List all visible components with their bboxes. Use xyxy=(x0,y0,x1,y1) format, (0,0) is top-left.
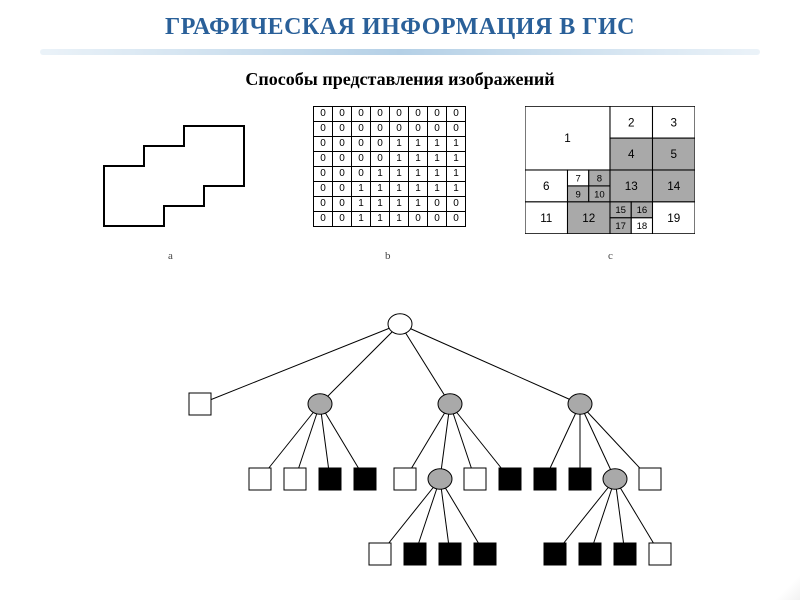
grid-cell: 0 xyxy=(390,107,409,122)
grid-cell: 0 xyxy=(314,167,333,182)
svg-text:5: 5 xyxy=(671,148,678,161)
svg-text:18: 18 xyxy=(637,221,648,232)
svg-text:13: 13 xyxy=(625,180,638,193)
grid-cell: 0 xyxy=(314,107,333,122)
svg-text:10: 10 xyxy=(594,189,605,200)
corner-shadow xyxy=(760,574,800,600)
grid-cell: 1 xyxy=(409,137,428,152)
figure-b-grid: 0000000000000000000011110000111100011111… xyxy=(313,106,466,227)
grid-cell: 0 xyxy=(333,182,352,197)
grid-cell: 0 xyxy=(371,107,390,122)
grid-cell: 1 xyxy=(371,197,390,212)
grid-cell: 1 xyxy=(447,167,466,182)
grid-cell: 0 xyxy=(333,212,352,227)
svg-text:15: 15 xyxy=(615,205,626,216)
grid-cell: 1 xyxy=(428,182,447,197)
grid-cell: 0 xyxy=(371,137,390,152)
grid-cell: 1 xyxy=(390,182,409,197)
grid-cell: 1 xyxy=(390,212,409,227)
grid-cell: 0 xyxy=(447,122,466,137)
grid-cell: 0 xyxy=(428,197,447,212)
grid-cell: 0 xyxy=(428,212,447,227)
grid-cell: 0 xyxy=(352,107,371,122)
grid-cell: 1 xyxy=(409,182,428,197)
grid-cell: 1 xyxy=(352,197,371,212)
grid-cell: 1 xyxy=(409,152,428,167)
grid-cell: 0 xyxy=(314,152,333,167)
grid-cell: 0 xyxy=(390,122,409,137)
grid-cell: 0 xyxy=(447,212,466,227)
svg-text:6: 6 xyxy=(543,180,550,193)
title-rule xyxy=(40,49,760,55)
grid-cell: 1 xyxy=(447,152,466,167)
grid-cell: 1 xyxy=(371,167,390,182)
grid-cell: 0 xyxy=(447,197,466,212)
grid-cell: 0 xyxy=(333,152,352,167)
grid-cell: 0 xyxy=(333,167,352,182)
grid-cell: 0 xyxy=(314,197,333,212)
grid-cell: 1 xyxy=(390,167,409,182)
grid-cell: 0 xyxy=(314,182,333,197)
grid-cell: 1 xyxy=(390,137,409,152)
svg-text:14: 14 xyxy=(667,180,680,193)
grid-cell: 1 xyxy=(371,212,390,227)
grid-cell: 1 xyxy=(447,182,466,197)
grid-cell: 0 xyxy=(314,122,333,137)
svg-text:3: 3 xyxy=(671,116,678,129)
figure-a-svg xyxy=(100,122,250,232)
caption-a: a xyxy=(168,250,173,262)
grid-cell: 0 xyxy=(447,107,466,122)
grid-cell: 0 xyxy=(352,167,371,182)
grid-cell: 1 xyxy=(352,182,371,197)
grid-cell: 1 xyxy=(428,137,447,152)
grid-cell: 0 xyxy=(371,122,390,137)
grid-cell: 0 xyxy=(314,212,333,227)
grid-cell: 0 xyxy=(314,137,333,152)
grid-cell: 0 xyxy=(352,137,371,152)
grid-cell: 1 xyxy=(447,137,466,152)
svg-text:7: 7 xyxy=(575,173,580,184)
grid-cell: 0 xyxy=(352,122,371,137)
grid-cell: 0 xyxy=(428,122,447,137)
svg-text:1: 1 xyxy=(564,132,571,145)
grid-cell: 0 xyxy=(409,122,428,137)
svg-text:8: 8 xyxy=(597,173,602,184)
figures-row: a 00000000000000000000111100001111000111… xyxy=(0,100,800,270)
grid-cell: 0 xyxy=(409,212,428,227)
subtitle: Способы представления изображений xyxy=(0,69,800,90)
grid-cell: 0 xyxy=(409,107,428,122)
grid-cell: 1 xyxy=(409,167,428,182)
caption-c: c xyxy=(608,250,613,262)
figure-c-svg: 12345678910111213141516171819 xyxy=(525,106,695,234)
caption-b: b xyxy=(385,250,391,262)
svg-text:2: 2 xyxy=(628,116,635,129)
svg-text:16: 16 xyxy=(637,205,648,216)
grid-cell: 0 xyxy=(333,197,352,212)
grid-cell: 0 xyxy=(352,152,371,167)
svg-text:11: 11 xyxy=(540,212,552,225)
svg-text:19: 19 xyxy=(667,212,680,225)
grid-cell: 0 xyxy=(333,122,352,137)
svg-text:4: 4 xyxy=(628,148,635,161)
quadtree-diagram xyxy=(120,304,680,584)
grid-cell: 0 xyxy=(428,107,447,122)
grid-cell: 1 xyxy=(428,167,447,182)
grid-cell: 0 xyxy=(333,137,352,152)
grid-cell: 1 xyxy=(390,197,409,212)
svg-text:9: 9 xyxy=(575,189,580,200)
grid-cell: 1 xyxy=(409,197,428,212)
grid-cell: 0 xyxy=(333,107,352,122)
grid-cell: 1 xyxy=(428,152,447,167)
grid-cell: 1 xyxy=(390,152,409,167)
grid-cell: 1 xyxy=(371,182,390,197)
svg-text:12: 12 xyxy=(582,212,595,225)
grid-cell: 1 xyxy=(352,212,371,227)
grid-cell: 0 xyxy=(371,152,390,167)
svg-text:17: 17 xyxy=(615,221,626,232)
page-title: ГРАФИЧЕСКАЯ ИНФОРМАЦИЯ В ГИС xyxy=(0,14,800,41)
